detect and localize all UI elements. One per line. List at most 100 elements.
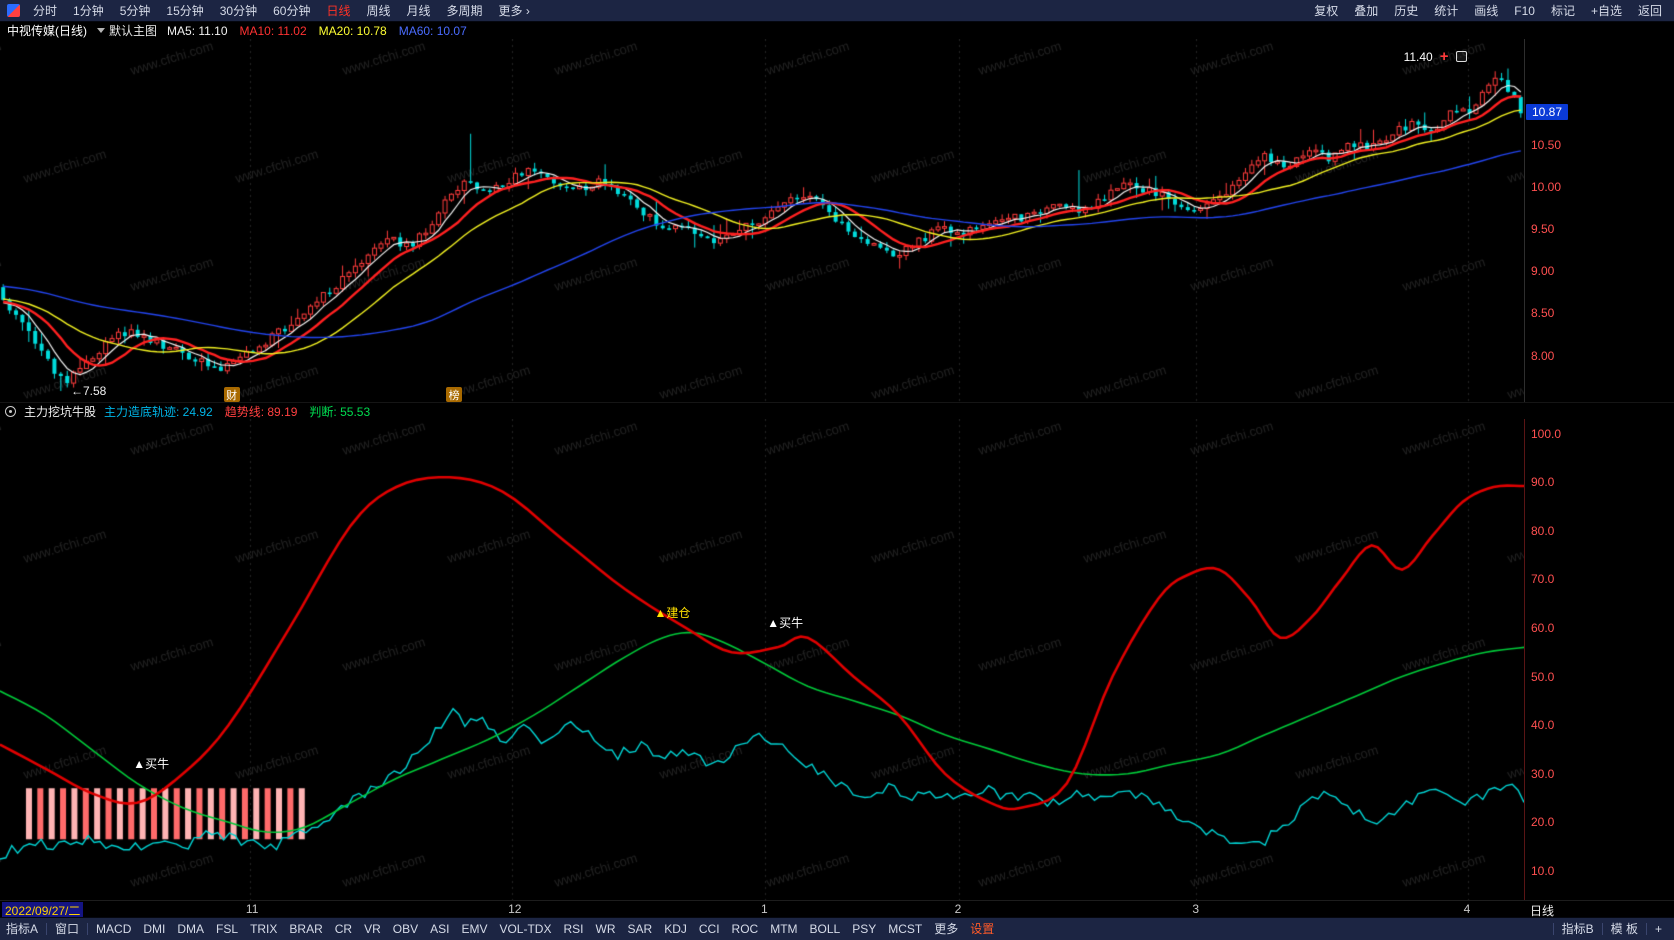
separator [1601, 923, 1603, 935]
indicator-button-CCI[interactable]: CCI [698, 921, 720, 936]
indicator-button-MCST[interactable]: MCST [888, 921, 923, 936]
settings-button[interactable]: 设置 [970, 921, 995, 936]
instrument-info-bar: 中视传媒(日线) 默认主图 MA5: 11.10 MA10: 11.02 MA20:… [0, 22, 1674, 39]
indicator-toolbar: 指标A 窗口 MACD DMI DMA FSL TRIX BRAR CR VR OBV ASI EMV V… [0, 917, 1674, 940]
indicator-buttons: 指标A 窗口 MACD DMI DMA FSL TRIX BRAR CR VR OBV ASI EMV V… [0, 918, 1000, 940]
indicator-axis-label: 10.0 [1531, 863, 1555, 878]
indicator-button-DMI[interactable]: DMI [143, 921, 166, 936]
indicator-selector-icon[interactable] [5, 405, 16, 417]
indicator-button-DMA[interactable]: DMA [177, 921, 205, 936]
period-tab-60分钟[interactable]: 60分钟 [273, 3, 311, 18]
candlestick-canvas[interactable] [0, 39, 1524, 402]
bottom-tab-指标A[interactable]: 指标A [6, 921, 39, 936]
period-tab-30分钟[interactable]: 30分钟 [219, 3, 258, 18]
high-price-annotation: 11.40 + [1403, 47, 1467, 65]
indicator-value-0: 主力造底轨迹: 24.92 [104, 404, 213, 419]
top-tool-叠加[interactable]: 叠加 [1354, 3, 1379, 18]
indicator-axis-label: 20.0 [1531, 815, 1555, 830]
indicator-button-FSL[interactable]: FSL [216, 921, 239, 936]
separator [87, 923, 89, 935]
indicator-button-EMV[interactable]: EMV [461, 921, 488, 936]
main-style-selector[interactable]: 默认主图 [97, 22, 157, 39]
period-tab-分时[interactable]: 分时 [33, 3, 58, 18]
indicator-axis-label: 70.0 [1531, 572, 1555, 587]
ma-legend: MA5: 11.10 MA10: 11.02 MA20: 10.78 MA60: 10… [167, 24, 479, 38]
ma-value-3: MA60: 10.07 [398, 23, 467, 38]
indicator-button-ASI[interactable]: ASI [430, 921, 450, 936]
indicator-button-ROC[interactable]: ROC [731, 921, 759, 936]
ma-value-2: MA20: 10.78 [318, 23, 387, 38]
bottom-tab-窗口[interactable]: 窗口 [55, 921, 80, 936]
indicator-button-VR[interactable]: VR [364, 921, 381, 936]
bottom-right-0[interactable]: 指标B [1561, 921, 1594, 936]
indicator-button-MTM[interactable]: MTM [770, 921, 798, 936]
month-label-3: 3 [1192, 902, 1200, 916]
indicator-header: 主力挖坑牛股 主力造底轨迹: 24.92 趋势线: 89.19 判断: 55.53 [0, 402, 1674, 419]
separator [1552, 923, 1554, 935]
indicator-button-BRAR[interactable]: BRAR [289, 921, 323, 936]
last-price-badge: 10.87 [1526, 104, 1569, 121]
period-tab-1分钟[interactable]: 1分钟 [73, 3, 104, 18]
main-candlestick-panel: 11.40 + ←7.58 财 榜 10.87 10.50 10.00 9.50 9.0… [0, 39, 1674, 402]
top-tool-复权[interactable]: 复权 [1314, 3, 1339, 18]
app-logo-icon[interactable] [7, 4, 20, 17]
bottom-right-1[interactable]: 模 板 [1610, 921, 1638, 936]
indicator-button-SAR[interactable]: SAR [627, 921, 653, 936]
top-tool-F10[interactable]: F10 [1514, 3, 1535, 18]
period-tab-多周期[interactable]: 多周期 [446, 3, 483, 18]
indicator-button-KDJ[interactable]: KDJ [664, 921, 687, 936]
month-label-1: 1 [761, 902, 768, 916]
high-price-label: 11.40 [1403, 49, 1433, 64]
event-badge-榜[interactable]: 榜 [446, 387, 463, 402]
top-tool-画线[interactable]: 画线 [1474, 3, 1499, 18]
indicator-button-更多[interactable]: 更多 [934, 921, 959, 936]
bottom-right-2[interactable]: + [1654, 921, 1662, 936]
indicator-legend: 主力造底轨迹: 24.92 趋势线: 89.19 判断: 55.53 [104, 403, 382, 420]
screenshot-tool-icon[interactable] [1455, 51, 1467, 63]
low-price-label: ←7.58 [70, 384, 107, 399]
indicator-axis-label: 80.0 [1531, 523, 1555, 538]
indicator-name[interactable]: 主力挖坑牛股 [24, 404, 97, 419]
symbol-title: 中视传媒(日线) [7, 24, 87, 38]
price-axis-label: 9.50 [1531, 221, 1555, 236]
top-tool-+自选[interactable]: +自选 [1590, 3, 1622, 18]
indicator-button-VOL-TDX[interactable]: VOL-TDX [499, 921, 552, 936]
top-tool-标记[interactable]: 标记 [1550, 3, 1575, 18]
indicator-button-TRIX[interactable]: TRIX [250, 921, 278, 936]
signal-marker-1: ▲建仓 [654, 606, 691, 621]
period-tab-月线[interactable]: 月线 [406, 3, 431, 18]
top-tool-返回[interactable]: 返回 [1637, 3, 1662, 18]
main-style-label: 默认主图 [109, 24, 158, 38]
indicator-canvas[interactable] [0, 419, 1524, 900]
indicator-axis-label: 100.0 [1531, 426, 1562, 441]
period-tab-日线[interactable]: 日线 [326, 3, 351, 18]
indicator-button-CR[interactable]: CR [334, 921, 353, 936]
signal-marker-2: ▲买牛 [767, 615, 804, 630]
indicator-button-MACD[interactable]: MACD [96, 921, 132, 936]
crosshair-cursor-icon: + [1439, 47, 1449, 65]
indicator-value-1: 趋势线: 89.19 [224, 404, 298, 419]
indicator-button-OBV[interactable]: OBV [392, 921, 419, 936]
price-axis-label: 10.50 [1531, 137, 1562, 152]
indicator-button-RSI[interactable]: RSI [563, 921, 584, 936]
indicator-button-WR[interactable]: WR [595, 921, 616, 936]
top-toolbar: 分时 1分钟 5分钟 15分钟 30分钟 60分钟 日线 周线 月线 多周期 更多 › 复权 叠加 历史… [0, 0, 1674, 22]
top-tool-统计[interactable]: 统计 [1434, 3, 1459, 18]
period-tab-5分钟[interactable]: 5分钟 [119, 3, 151, 18]
indicator-axis-label: 30.0 [1531, 766, 1555, 781]
indicator-button-BOLL[interactable]: BOLL [809, 921, 841, 936]
month-label-11: 11 [245, 902, 259, 916]
indicator-button-PSY[interactable]: PSY [852, 921, 877, 936]
event-badge-财[interactable]: 财 [223, 387, 240, 402]
top-tool-历史[interactable]: 历史 [1394, 3, 1419, 18]
ma-value-0: MA5: 11.10 [167, 23, 228, 38]
price-axis-label: 8.00 [1531, 348, 1555, 363]
period-tab-周线[interactable]: 周线 [366, 3, 391, 18]
period-tab-更多 ›[interactable]: 更多 › [498, 3, 530, 18]
price-axis-label: 10.00 [1531, 179, 1562, 194]
price-axis: 10.87 10.50 10.00 9.50 9.00 8.50 8.00 [1524, 39, 1674, 402]
separator [1645, 923, 1647, 935]
indicator-axis-label: 60.0 [1531, 620, 1555, 635]
period-tab-15分钟[interactable]: 15分钟 [166, 3, 204, 18]
